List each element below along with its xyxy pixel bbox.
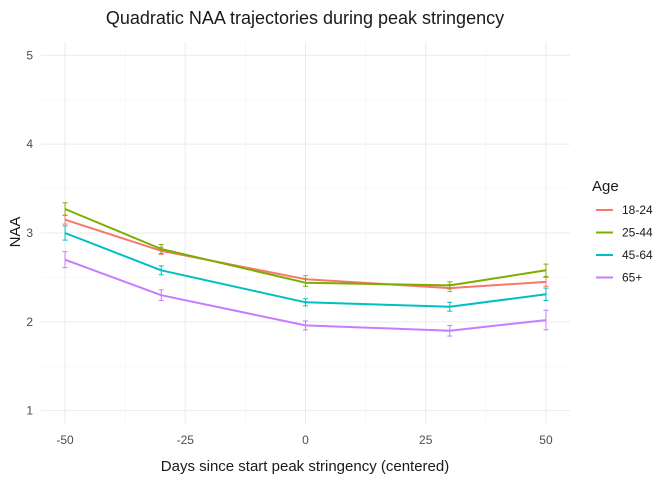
x-axis-ticks: -50 -25 0 25 50: [56, 433, 553, 447]
error-bar: [303, 278, 308, 287]
error-bar: [447, 324, 453, 337]
legend-item: 18-24: [596, 203, 653, 217]
y-tick-label: 3: [26, 226, 33, 240]
legend-label: 25-44: [622, 226, 653, 240]
legend-item: 65+: [596, 271, 642, 285]
legend-item: 45-64: [596, 248, 653, 262]
y-tick-label: 5: [26, 48, 33, 62]
error-bar: [543, 276, 549, 287]
error-bar: [62, 202, 68, 216]
major-gridlines: [41, 42, 570, 424]
legend-items: 18-24 25-44 45-64 65+: [596, 203, 653, 285]
series-layer: [62, 202, 549, 337]
legend-title: Age: [592, 178, 619, 195]
x-tick-label: 25: [419, 433, 433, 447]
x-tick-label: 50: [539, 433, 553, 447]
y-tick-label: 2: [26, 315, 33, 329]
error-bar: [62, 225, 68, 241]
error-bar: [158, 244, 164, 254]
y-tick-label: 1: [26, 404, 33, 418]
error-bar: [158, 289, 164, 302]
error-bar: [158, 265, 164, 276]
series-45-64: [62, 225, 549, 312]
legend-item: 25-44: [596, 226, 653, 240]
y-axis-title: NAA: [7, 217, 24, 248]
chart-title: Quadratic NAA trajectories during peak s…: [106, 8, 504, 28]
series-65+: [62, 251, 549, 337]
error-bar: [303, 320, 308, 331]
x-tick-label: -25: [177, 433, 195, 447]
y-axis-ticks: 1 2 3 4 5: [26, 48, 33, 417]
x-tick-label: -50: [56, 433, 74, 447]
error-bar: [303, 298, 308, 307]
error-bar: [543, 263, 549, 278]
x-axis-title: Days since start peak stringency (center…: [161, 458, 449, 475]
error-bar: [447, 281, 453, 290]
legend-label: 18-24: [622, 203, 653, 217]
legend-label: 45-64: [622, 248, 653, 262]
error-bar: [447, 301, 453, 312]
error-bar: [543, 287, 549, 302]
error-bar: [543, 309, 549, 331]
legend: Age 18-24 25-44 45-64 65+: [592, 178, 653, 285]
y-tick-label: 4: [26, 137, 33, 151]
legend-label: 65+: [622, 271, 642, 285]
error-bar: [62, 251, 68, 269]
x-tick-label: 0: [302, 433, 309, 447]
series-25-44: [62, 202, 549, 290]
